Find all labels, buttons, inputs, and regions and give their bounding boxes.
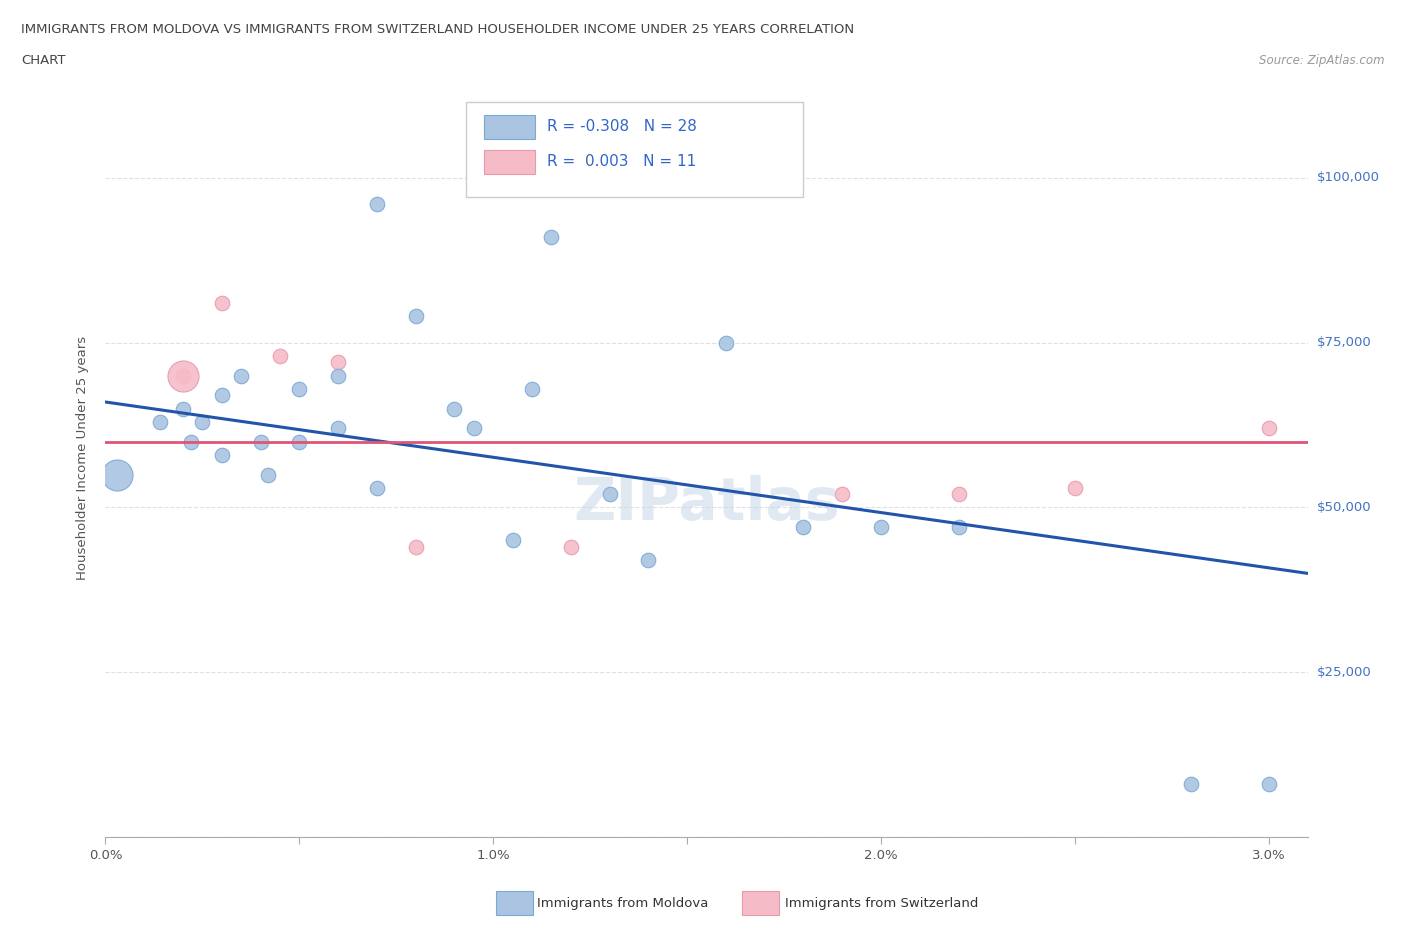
Point bbox=[1257, 421, 1279, 436]
Point bbox=[211, 447, 233, 462]
Text: Immigrants from Switzerland: Immigrants from Switzerland bbox=[785, 897, 979, 910]
Point bbox=[211, 296, 233, 311]
Point bbox=[714, 335, 737, 350]
Point bbox=[502, 533, 524, 548]
Point bbox=[1064, 480, 1087, 495]
Text: R = -0.308   N = 28: R = -0.308 N = 28 bbox=[547, 119, 696, 134]
FancyBboxPatch shape bbox=[465, 101, 803, 196]
Point bbox=[520, 381, 543, 396]
Point bbox=[172, 368, 194, 383]
Point bbox=[560, 539, 582, 554]
Point bbox=[366, 480, 388, 495]
Point bbox=[105, 467, 128, 482]
Point bbox=[948, 520, 970, 535]
Point bbox=[1180, 777, 1202, 791]
Text: $25,000: $25,000 bbox=[1317, 666, 1372, 679]
Point bbox=[366, 197, 388, 212]
Point bbox=[231, 368, 253, 383]
Point bbox=[443, 401, 465, 416]
Point bbox=[831, 486, 853, 501]
Point bbox=[540, 230, 562, 245]
Point bbox=[405, 309, 427, 324]
Text: $75,000: $75,000 bbox=[1317, 336, 1372, 349]
Point bbox=[599, 486, 621, 501]
FancyBboxPatch shape bbox=[484, 150, 534, 174]
Point bbox=[326, 421, 349, 436]
Text: $100,000: $100,000 bbox=[1317, 171, 1381, 184]
Point bbox=[288, 434, 311, 449]
Point bbox=[257, 467, 280, 482]
Point bbox=[172, 368, 194, 383]
Text: $50,000: $50,000 bbox=[1317, 501, 1372, 514]
Text: Source: ZipAtlas.com: Source: ZipAtlas.com bbox=[1260, 54, 1385, 67]
Point bbox=[172, 401, 194, 416]
Point bbox=[249, 434, 271, 449]
Point bbox=[211, 388, 233, 403]
Text: R =  0.003   N = 11: R = 0.003 N = 11 bbox=[547, 154, 696, 169]
Point bbox=[637, 552, 659, 567]
Text: CHART: CHART bbox=[21, 54, 66, 67]
Point bbox=[288, 381, 311, 396]
Point bbox=[463, 421, 485, 436]
Text: Immigrants from Moldova: Immigrants from Moldova bbox=[537, 897, 709, 910]
Point bbox=[405, 539, 427, 554]
Point bbox=[326, 355, 349, 370]
Point bbox=[948, 486, 970, 501]
Text: IMMIGRANTS FROM MOLDOVA VS IMMIGRANTS FROM SWITZERLAND HOUSEHOLDER INCOME UNDER : IMMIGRANTS FROM MOLDOVA VS IMMIGRANTS FR… bbox=[21, 23, 855, 36]
Point bbox=[180, 434, 202, 449]
Point bbox=[149, 415, 172, 430]
Point bbox=[1257, 777, 1279, 791]
Point bbox=[870, 520, 893, 535]
Point bbox=[792, 520, 814, 535]
Point bbox=[269, 349, 291, 364]
Text: ZIPatlas: ZIPatlas bbox=[574, 475, 839, 532]
Point bbox=[191, 415, 214, 430]
Point bbox=[326, 368, 349, 383]
Y-axis label: Householder Income Under 25 years: Householder Income Under 25 years bbox=[76, 336, 90, 580]
FancyBboxPatch shape bbox=[484, 114, 534, 139]
